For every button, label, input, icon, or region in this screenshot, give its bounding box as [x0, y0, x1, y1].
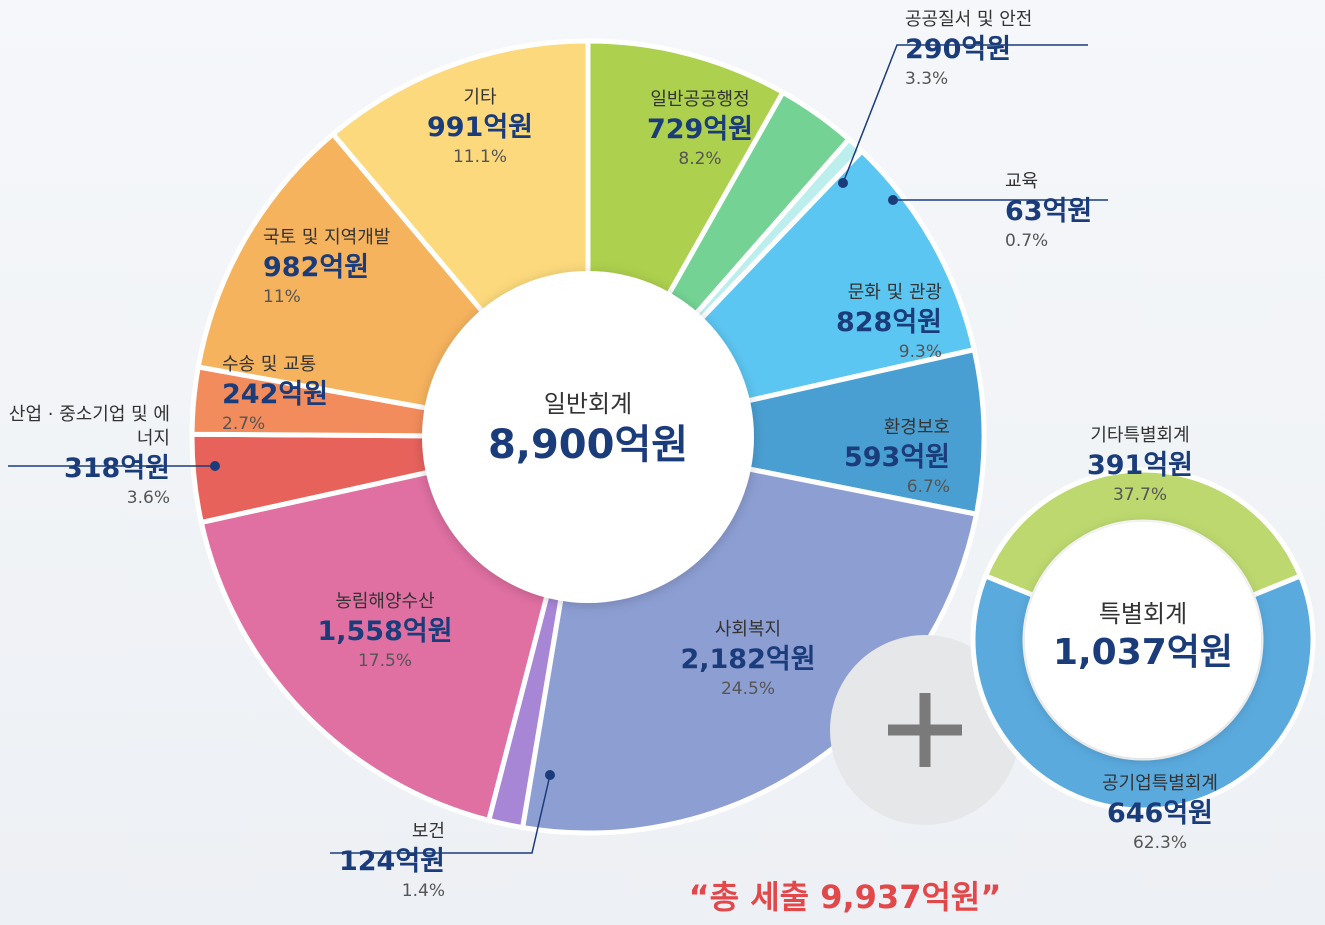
share-label: 37.7%: [1112, 485, 1168, 505]
share-label: 8.2%: [678, 149, 722, 169]
value-label: 124억원: [338, 846, 445, 877]
category-name: 문화 및 관광: [847, 282, 942, 303]
slice-label: 일반공공행정 729억원 8.2%: [647, 88, 753, 170]
slice-label: 기타 991억원 11.1%: [427, 86, 533, 168]
plus-sign: [888, 693, 962, 767]
center-hole: [1025, 522, 1261, 758]
share-label: 24.5%: [720, 679, 775, 699]
value-label: 982억원: [263, 252, 370, 283]
share-label: 3.6%: [126, 488, 170, 508]
value-label: 242억원: [222, 379, 329, 410]
value-label: 593억원: [843, 442, 950, 473]
value-label: 290억원: [905, 34, 1012, 65]
slice-label: 산업 · 중소기업 및 에너지 318억원 3.6%: [5, 403, 170, 509]
value-label: 991억원: [426, 112, 534, 143]
value-label: 2,182억원: [680, 644, 816, 675]
slice-label: 교육 63억원 0.7%: [1005, 170, 1092, 252]
category-name: 보건: [411, 821, 445, 842]
main-center: 일반회계 8,900억원: [488, 388, 688, 470]
value-label: 1,558억원: [317, 616, 453, 647]
center-title: 일반회계: [543, 390, 633, 418]
category-name: 일반공공행정: [650, 89, 750, 110]
slice-label: 농림해양수산 1,558억원 17.5%: [317, 590, 452, 672]
share-label: 9.3%: [898, 342, 942, 362]
leader-dots: [210, 178, 898, 780]
category-name: 국토 및 지역개발: [263, 227, 391, 248]
category-name: 사회복지: [714, 619, 782, 640]
share-label: 2.7%: [222, 414, 266, 434]
share-label: 11%: [263, 287, 301, 307]
share-label: 1.4%: [401, 881, 445, 901]
slice-label: 문화 및 관광 828억원 9.3%: [836, 281, 942, 363]
category-name: 수송 및 교통: [222, 354, 317, 375]
category-name: 환경보호: [883, 417, 950, 438]
category-name: 공기업특별회계: [1102, 773, 1218, 794]
center-total: 1,037억원: [1052, 632, 1234, 673]
slice-label: 사회복지 2,182억원 24.5%: [680, 618, 815, 700]
value-label: 828억원: [835, 307, 942, 338]
share-label: 62.3%: [1132, 833, 1188, 853]
value-label: 391억원: [1086, 450, 1194, 481]
category-name: 공공질서 및 안전: [905, 9, 1033, 30]
category-name: 교육: [1005, 171, 1039, 192]
category-name: 기타: [463, 87, 497, 108]
center-total: 8,900억원: [487, 422, 689, 468]
category-name: 기타특별회계: [1090, 425, 1190, 446]
slice-label: 환경보호 593억원 6.7%: [844, 416, 950, 498]
slice-label: 수송 및 교통 242억원 2.7%: [222, 353, 328, 435]
leaders: [8, 44, 1108, 854]
share-label: 6.7%: [906, 477, 950, 497]
share-label: 3.3%: [905, 69, 949, 89]
slice-label: 보건 124억원 1.4%: [339, 820, 445, 902]
value-label: 318억원: [63, 453, 170, 484]
value-label: 646억원: [1106, 798, 1214, 829]
center-title: 특별회계: [1098, 600, 1188, 628]
value-label: 63억원: [1005, 196, 1093, 227]
share-label: 0.7%: [1005, 231, 1049, 251]
annotation: “총 세출 9,937억원”: [688, 878, 1002, 916]
side-center: 특별회계 1,037억원: [1053, 598, 1233, 676]
value-label: 729억원: [646, 114, 754, 145]
share-label: 11.1%: [452, 147, 508, 167]
center-hole: [422, 271, 754, 603]
slice-label: 국토 및 지역개발 982억원 11%: [263, 226, 390, 308]
slice-label: 공기업특별회계 646억원 62.3%: [1102, 772, 1218, 854]
share-label: 17.5%: [357, 651, 412, 671]
side-donut: [970, 467, 1316, 813]
category-name: 산업 · 중소기업 및 에너지: [8, 404, 170, 449]
category-name: 농림해양수산: [335, 591, 435, 612]
slice-label: 기타특별회계 391억원 37.7%: [1087, 424, 1193, 506]
slice: [587, 346, 987, 518]
slice-label: 공공질서 및 안전 290억원 3.3%: [905, 8, 1032, 90]
main-donut: [189, 38, 987, 836]
